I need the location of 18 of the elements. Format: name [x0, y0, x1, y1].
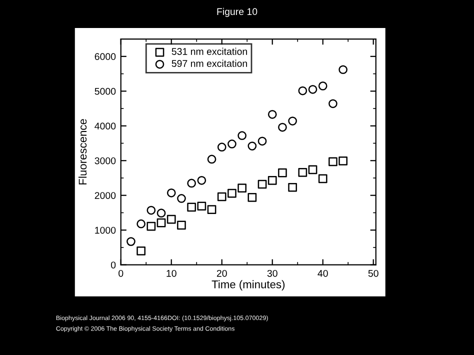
x-tick-label: 0: [118, 270, 124, 277]
legend-label: 531 nm excitation: [172, 48, 247, 55]
legend-label: 597 nm excitation: [172, 60, 247, 67]
x-tick-label: 40: [318, 270, 328, 277]
y-tick-label: 3000: [94, 157, 116, 164]
y-tick-label: 5000: [94, 88, 116, 95]
x-axis-title: Time (minutes): [212, 280, 285, 290]
x-tick-label: 20: [216, 270, 227, 277]
chart-title: Figure 10: [217, 8, 258, 17]
y-tick-label: 1000: [95, 226, 116, 234]
y-tick-label: 4000: [94, 122, 116, 130]
y-tick-label: 2000: [94, 192, 116, 199]
y-axis-title: Fluorescence: [78, 119, 87, 184]
x-tick-label: 50: [368, 270, 378, 277]
x-tick-label: 10: [166, 270, 176, 277]
y-tick-label: 6000: [94, 53, 116, 60]
y-tick-label: 0: [110, 262, 116, 268]
x-tick-label: 30: [267, 270, 278, 277]
